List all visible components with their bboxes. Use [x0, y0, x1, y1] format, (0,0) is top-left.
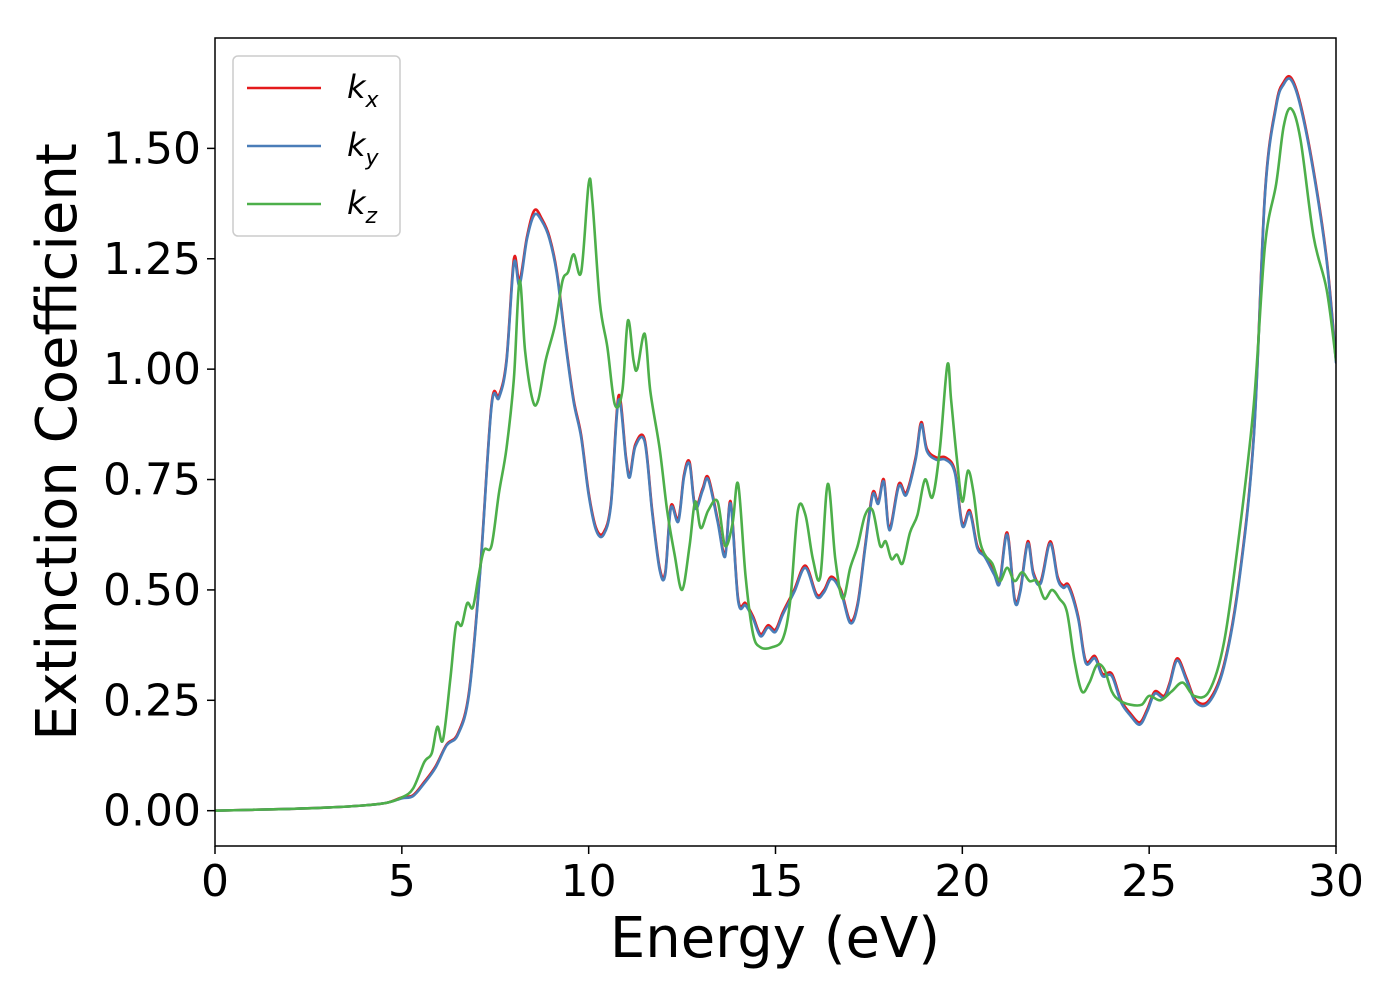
- x-tick-label: 20: [934, 856, 990, 907]
- plot-area: [215, 38, 1336, 846]
- y-tick-label: 1.50: [103, 123, 201, 174]
- series-line-kz: [215, 106, 1336, 812]
- y-tick-label: 0.00: [103, 786, 201, 837]
- legend-label-kx: kx: [347, 68, 380, 113]
- y-tick-label: 0.75: [103, 455, 201, 506]
- x-tick-label: 30: [1308, 856, 1364, 907]
- legend-label-ky: ky: [347, 126, 380, 171]
- legend: kx ky kz: [232, 55, 401, 237]
- y-axis: 0.00 0.25 0.50 0.75 1.00 1.25 1.50: [103, 123, 215, 837]
- y-tick-label: 0.50: [103, 565, 201, 616]
- series-lines: [215, 74, 1336, 812]
- legend-label-kz: kz: [347, 184, 378, 229]
- y-axis-title: Extinction Coefficient: [25, 143, 90, 741]
- y-tick-label: 0.25: [103, 675, 201, 726]
- x-tick-label: 5: [388, 856, 416, 907]
- y-tick-label: 1.25: [103, 234, 201, 285]
- x-tick-label: 25: [1121, 856, 1177, 907]
- x-tick-label: 15: [748, 856, 804, 907]
- y-tick-label: 1.00: [103, 344, 201, 395]
- x-axis-title: Energy (eV): [610, 906, 940, 971]
- x-tick-label: 10: [561, 856, 617, 907]
- series-line-ky: [215, 77, 1336, 812]
- x-tick-label: 0: [201, 856, 229, 907]
- x-axis: 0 5 10 15 20 25 30: [201, 846, 1364, 907]
